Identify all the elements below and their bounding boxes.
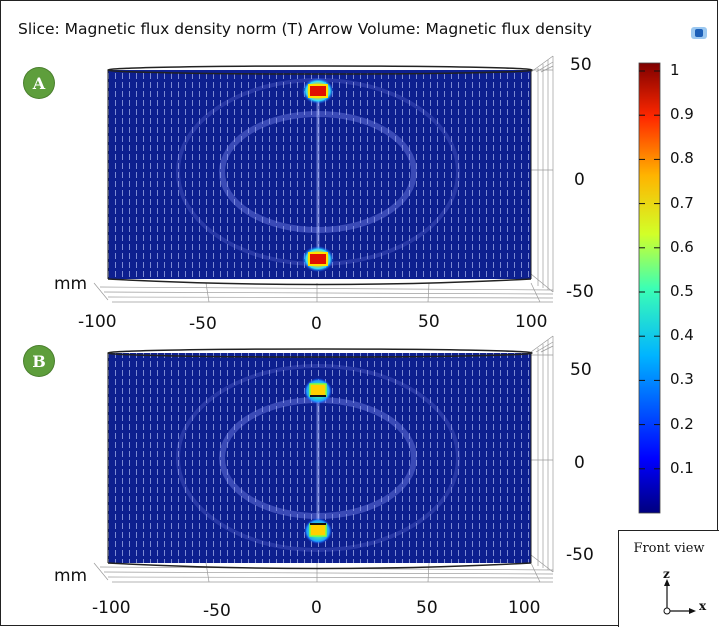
panel-b-x-tick-2: 0	[311, 598, 322, 618]
colorbar-tick-label: 0.2	[670, 414, 694, 433]
colorbar-tick-label: 0.4	[670, 326, 694, 345]
panel-b-unit-label: mm	[54, 566, 88, 586]
panel-a-x-tick-1: -50	[189, 314, 217, 334]
panel-b-x-tick-0: -100	[92, 598, 131, 618]
panel-a-x-tick-0: -100	[78, 312, 117, 332]
panel-a-badge: A	[24, 68, 54, 98]
panel-a-coil-top	[302, 78, 334, 104]
colorbar-tick-label: 0.8	[670, 149, 694, 168]
panel-a-x-tick-3: 50	[418, 312, 440, 332]
panel-a-x-tick-4: 100	[515, 312, 548, 332]
panel-b-coil-bottom	[304, 518, 332, 544]
panel-a-coil-bottom	[302, 246, 334, 272]
colorbar-tick-label: 0.9	[670, 105, 694, 124]
z-axis-label: z	[663, 567, 670, 581]
panel-b-x-tick-4: 100	[508, 598, 541, 618]
panel-a-z-tick-2: -50	[566, 282, 594, 302]
panel-b-plot	[93, 335, 554, 583]
colorbar-tick-label: 0.5	[670, 282, 694, 300]
colorbar-tick-label: 0.1	[670, 458, 694, 477]
panel-b-x-tick-3: 50	[416, 598, 438, 618]
panel-b-x-tick-1: -50	[203, 601, 231, 621]
colorbar-tick-label: 0.6	[670, 237, 694, 256]
panel-a-z-tick-0: 50	[570, 55, 592, 75]
colorbar-tick-label: 0.3	[670, 370, 694, 389]
panel-a-z-tick-1: 0	[574, 170, 585, 190]
colorbar-gradient	[638, 62, 661, 514]
panel-b-z-tick-0: 50	[570, 360, 592, 380]
panel-a-x-tick-2: 0	[311, 314, 322, 334]
figure-header: Slice: Magnetic flux density norm (T) Ar…	[18, 20, 592, 38]
panel-b-z-tick-2: -50	[566, 545, 594, 565]
colorbar-tick-label: 1	[670, 61, 680, 79]
panel-b-coil-top	[304, 378, 332, 404]
panel-b-z-tick-1: 0	[574, 453, 585, 473]
view-title: Front view	[633, 541, 705, 556]
colorbar-tick-label: 0.7	[670, 193, 694, 212]
axis-triad-icon	[663, 579, 696, 615]
colorbar	[638, 62, 661, 514]
panel-a-axis-box	[93, 55, 554, 303]
x-axis-label: x	[699, 599, 707, 613]
plot-group-icon	[691, 27, 707, 39]
panel-a-plot	[93, 55, 554, 303]
view-orientation-widget[interactable]: Front view z x	[618, 530, 719, 627]
panel-b-badge: B	[24, 346, 54, 376]
panel-a-unit-label: mm	[54, 274, 88, 294]
